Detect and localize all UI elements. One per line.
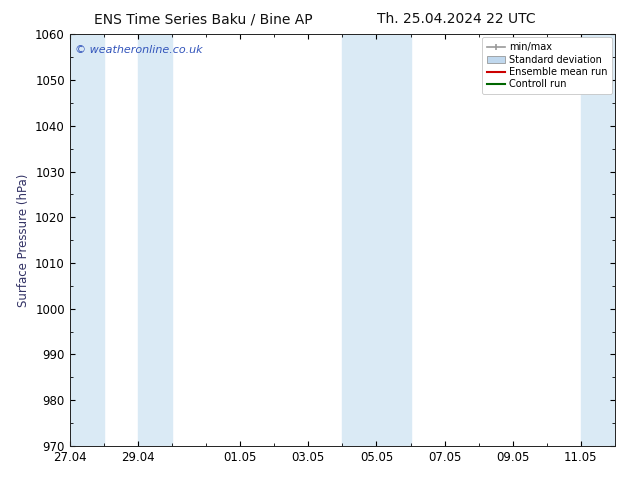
Bar — [342, 34, 411, 446]
Text: ENS Time Series Baku / Bine AP: ENS Time Series Baku / Bine AP — [94, 12, 312, 26]
Y-axis label: Surface Pressure (hPa): Surface Pressure (hPa) — [16, 173, 30, 307]
Text: Th. 25.04.2024 22 UTC: Th. 25.04.2024 22 UTC — [377, 12, 536, 26]
Bar — [581, 34, 615, 446]
Text: © weatheronline.co.uk: © weatheronline.co.uk — [75, 45, 203, 54]
Bar — [138, 34, 172, 446]
Legend: min/max, Standard deviation, Ensemble mean run, Controll run: min/max, Standard deviation, Ensemble me… — [482, 37, 612, 94]
Bar — [70, 34, 104, 446]
